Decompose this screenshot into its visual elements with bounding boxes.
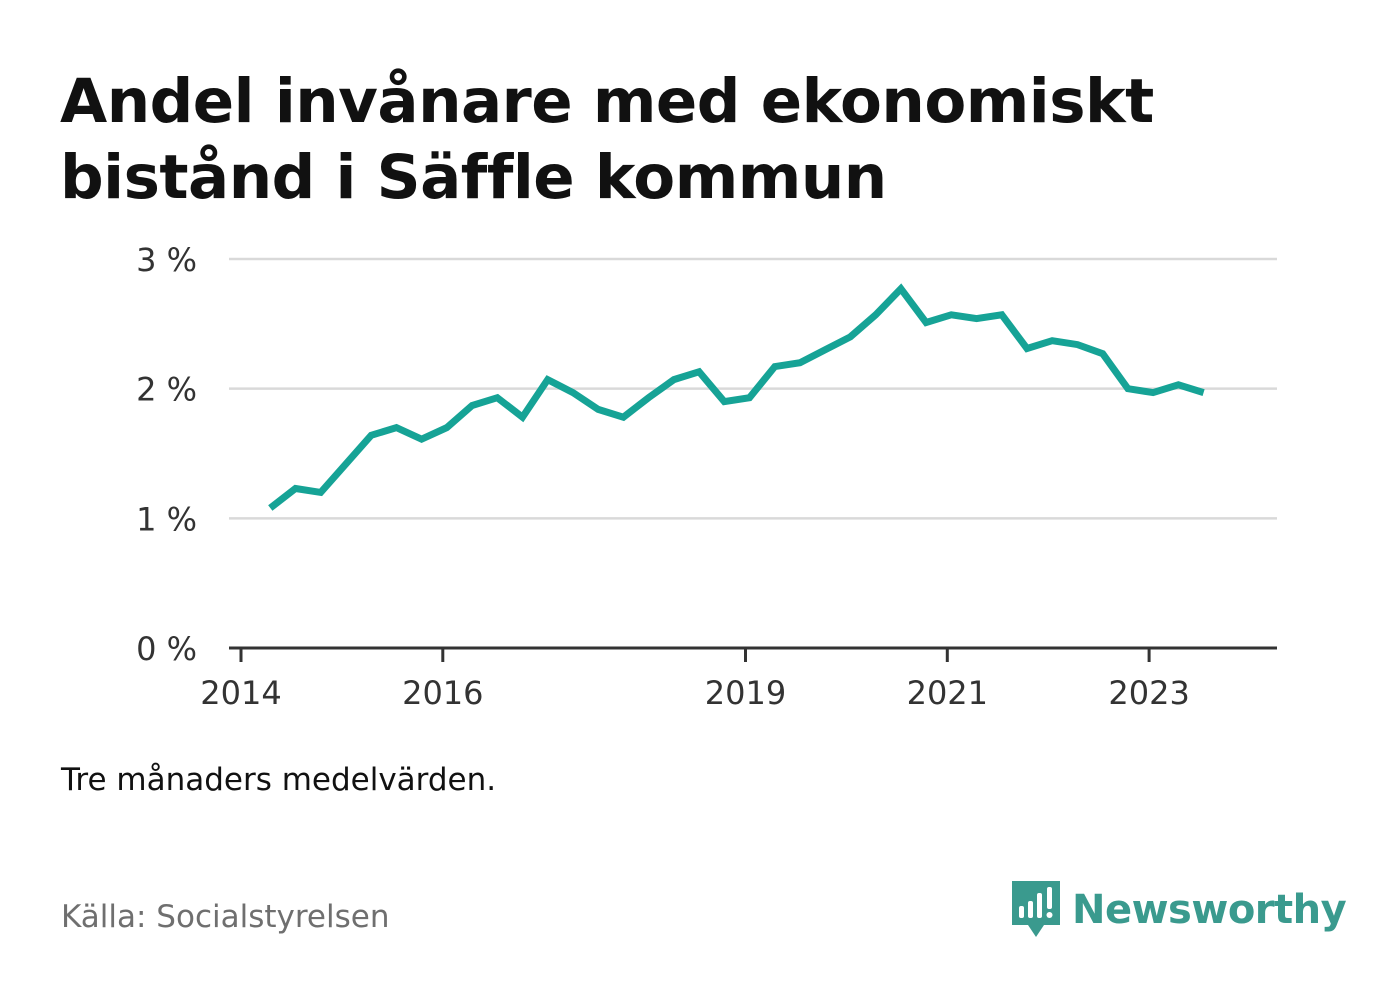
brand-name: Newsworthy bbox=[1072, 887, 1347, 933]
y-tick-label: 1 % bbox=[136, 500, 197, 538]
x-axis: 2014 2016 2019 2021 2023 bbox=[200, 646, 1277, 712]
series-line-0 bbox=[268, 283, 1205, 511]
chart-title: Andel invånare med ekonomiskt bistånd i … bbox=[60, 66, 1154, 213]
y-tick-label: 0 % bbox=[136, 630, 197, 668]
x-tick-label: 2021 bbox=[907, 674, 988, 712]
x-tick-label: 2019 bbox=[705, 674, 786, 712]
x-tick-label: 2016 bbox=[402, 674, 483, 712]
source-text: Källa: Socialstyrelsen bbox=[61, 899, 390, 935]
chart-note: Tre månaders medelvärden. bbox=[61, 762, 497, 798]
x-tick-label: 2023 bbox=[1108, 674, 1189, 712]
y-axis-labels: 0 % 1 % 2 % 3 % bbox=[136, 241, 197, 668]
x-tick-label: 2014 bbox=[200, 674, 281, 712]
newsworthy-logo-icon bbox=[1012, 881, 1060, 937]
y-tick-label: 3 % bbox=[136, 241, 197, 279]
brand-logo: Newsworthy bbox=[1010, 879, 1347, 941]
y-tick-label: 2 % bbox=[136, 371, 197, 409]
series-layer bbox=[268, 283, 1205, 511]
